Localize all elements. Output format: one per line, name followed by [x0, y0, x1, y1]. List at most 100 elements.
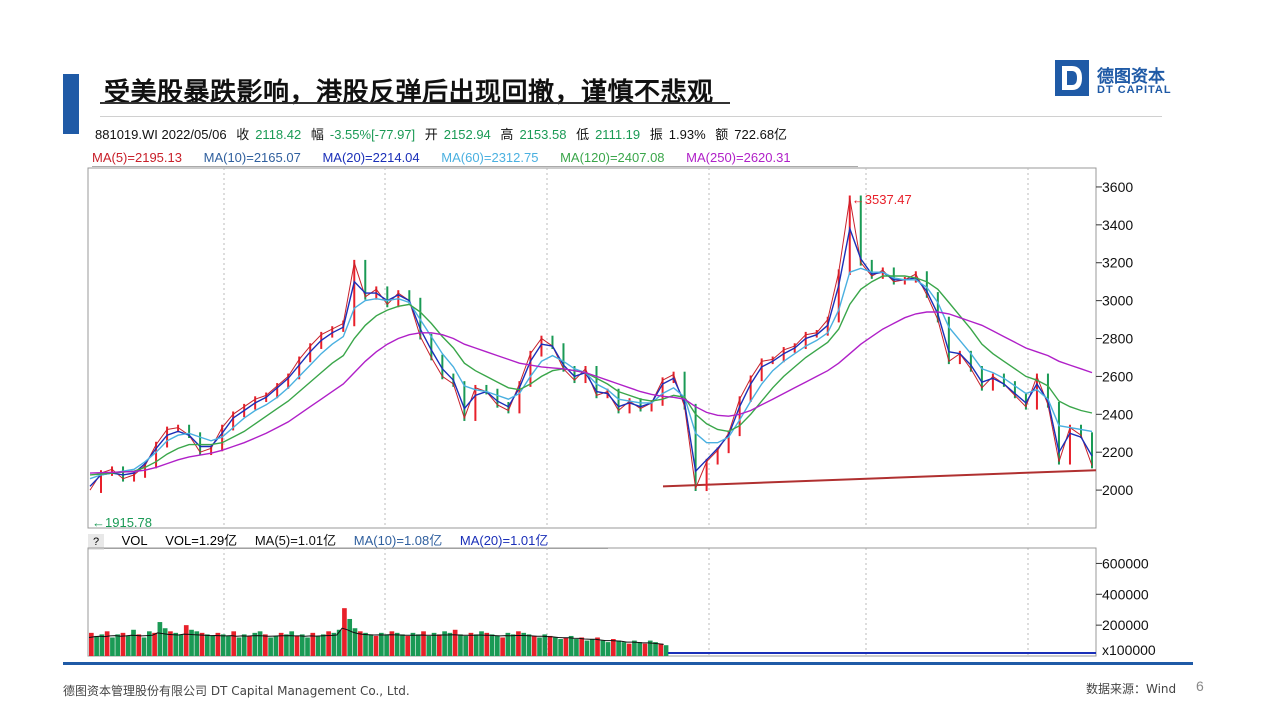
volume-bar	[421, 631, 426, 656]
volume-bar	[653, 642, 658, 656]
volume-bar	[558, 639, 563, 656]
amplitude-label: 振	[649, 127, 663, 142]
volume-bar	[473, 634, 479, 656]
volume-bar	[220, 634, 226, 656]
volume-bar	[379, 632, 384, 656]
volume-bar	[600, 640, 606, 656]
high-label: 高	[500, 127, 514, 142]
series-line-ma60	[89, 267, 1093, 480]
volume-bar	[199, 632, 205, 656]
price-y-tick-label: 2600	[1102, 368, 1133, 384]
volume-bar	[658, 643, 664, 656]
volume-bar	[595, 637, 600, 656]
volume-legend: ? VOL VOL=1.29亿 MA(5)=1.01亿 MA(10)=1.08亿…	[88, 530, 608, 550]
volume-bar	[373, 635, 379, 656]
amplitude-value: 1.93%	[668, 127, 706, 142]
volume-bar	[241, 634, 247, 656]
volume-bar	[553, 637, 558, 656]
volume-bar	[368, 634, 374, 656]
volume-bar	[310, 632, 316, 656]
price-y-tick-label: 3400	[1102, 217, 1133, 233]
logo-text-cn: 德图资本	[1097, 67, 1165, 87]
price-y-tick-label: 3000	[1102, 293, 1133, 309]
volume-bar	[326, 631, 331, 656]
volume-bar	[415, 634, 421, 656]
volume-bar	[632, 640, 637, 656]
volume-bar	[394, 632, 400, 656]
volume-bar	[115, 634, 121, 656]
volume-bar	[252, 632, 258, 656]
volume-bar	[183, 625, 189, 656]
volume-bar	[621, 642, 627, 656]
volume-bar	[136, 634, 142, 656]
code-date: 881019.WI 2022/05/06	[95, 127, 227, 142]
volume-y-tick-label: 200000	[1102, 617, 1149, 633]
series-line-ma250	[89, 311, 1093, 474]
volume-bar	[437, 634, 442, 656]
volume-bar	[331, 632, 337, 656]
volume-bar	[168, 631, 173, 656]
ma250-legend: MA(250)=2620.31	[686, 150, 791, 165]
volume-bar	[236, 637, 242, 656]
help-icon[interactable]: ?	[88, 534, 104, 550]
ma-legend: MA(5)=2195.13 MA(10)=2165.07 MA(20)=2214…	[92, 150, 858, 167]
high-annotation: ←3537.47	[852, 192, 912, 207]
price-panel-frame	[87, 167, 1097, 529]
price-y-tick-label: 2200	[1102, 444, 1133, 460]
logo-text-en: DT CAPITAL	[1097, 84, 1172, 96]
low-value: 2111.19	[595, 127, 641, 142]
volume-bar	[141, 637, 147, 656]
volume-bar	[173, 632, 179, 656]
volume-bar	[273, 635, 279, 656]
volume-bar	[637, 642, 643, 656]
volume-bar	[468, 632, 474, 656]
page-number: 6	[1196, 678, 1204, 694]
volume-bar	[642, 643, 648, 656]
logo-mark-icon	[1055, 60, 1089, 96]
change-value: -3.55%[-77.97]	[329, 127, 416, 142]
volume-bar	[579, 637, 585, 656]
vol-name: VOL	[121, 533, 148, 548]
vol-value: VOL=1.29亿	[165, 533, 238, 548]
volume-bar	[431, 632, 437, 656]
volume-bar	[125, 635, 131, 656]
volume-bar	[157, 622, 163, 656]
close-label: 收	[236, 127, 250, 142]
volume-bar	[400, 634, 405, 656]
high-value: 2153.58	[519, 127, 567, 142]
volume-ma-line	[88, 627, 664, 645]
ma10-legend: MA(10)=2165.07	[203, 150, 301, 165]
series-line-ma120	[89, 275, 1093, 476]
quote-info-bar: 881019.WI 2022/05/06 收 2118.42 幅 -3.55%[-7…	[95, 124, 793, 143]
volume-bar	[99, 634, 105, 656]
ma60-legend: MA(60)=2312.75	[441, 150, 539, 165]
volume-bar	[410, 632, 416, 656]
volume-bar	[120, 632, 126, 656]
amount-value: 722.68亿	[734, 127, 788, 142]
volume-bar	[284, 634, 289, 656]
volume-bar	[131, 629, 136, 656]
volume-bar	[574, 639, 579, 656]
vol-ma10: MA(10)=1.08亿	[353, 533, 443, 548]
volume-bar	[479, 631, 484, 656]
support-trendline	[662, 469, 1097, 488]
header-divider	[100, 116, 1162, 117]
ma120-legend: MA(120)=2407.08	[560, 150, 665, 165]
low-label: 低	[576, 127, 590, 142]
volume-bar	[547, 635, 553, 656]
volume-bar	[495, 635, 500, 656]
volume-bar	[321, 634, 326, 656]
volume-bar	[347, 618, 353, 656]
title-accent-bar	[63, 74, 79, 134]
volume-bar	[215, 632, 221, 656]
volume-bar	[426, 635, 432, 656]
change-label: 幅	[310, 127, 324, 142]
price-y-tick-label: 3600	[1102, 179, 1133, 195]
volume-bar	[247, 635, 252, 656]
volume-bar	[89, 632, 94, 656]
volume-bar	[305, 637, 310, 656]
volume-bar	[568, 635, 574, 656]
volume-bar	[194, 631, 200, 656]
volume-bar	[458, 634, 463, 656]
volume-bar	[542, 634, 548, 656]
